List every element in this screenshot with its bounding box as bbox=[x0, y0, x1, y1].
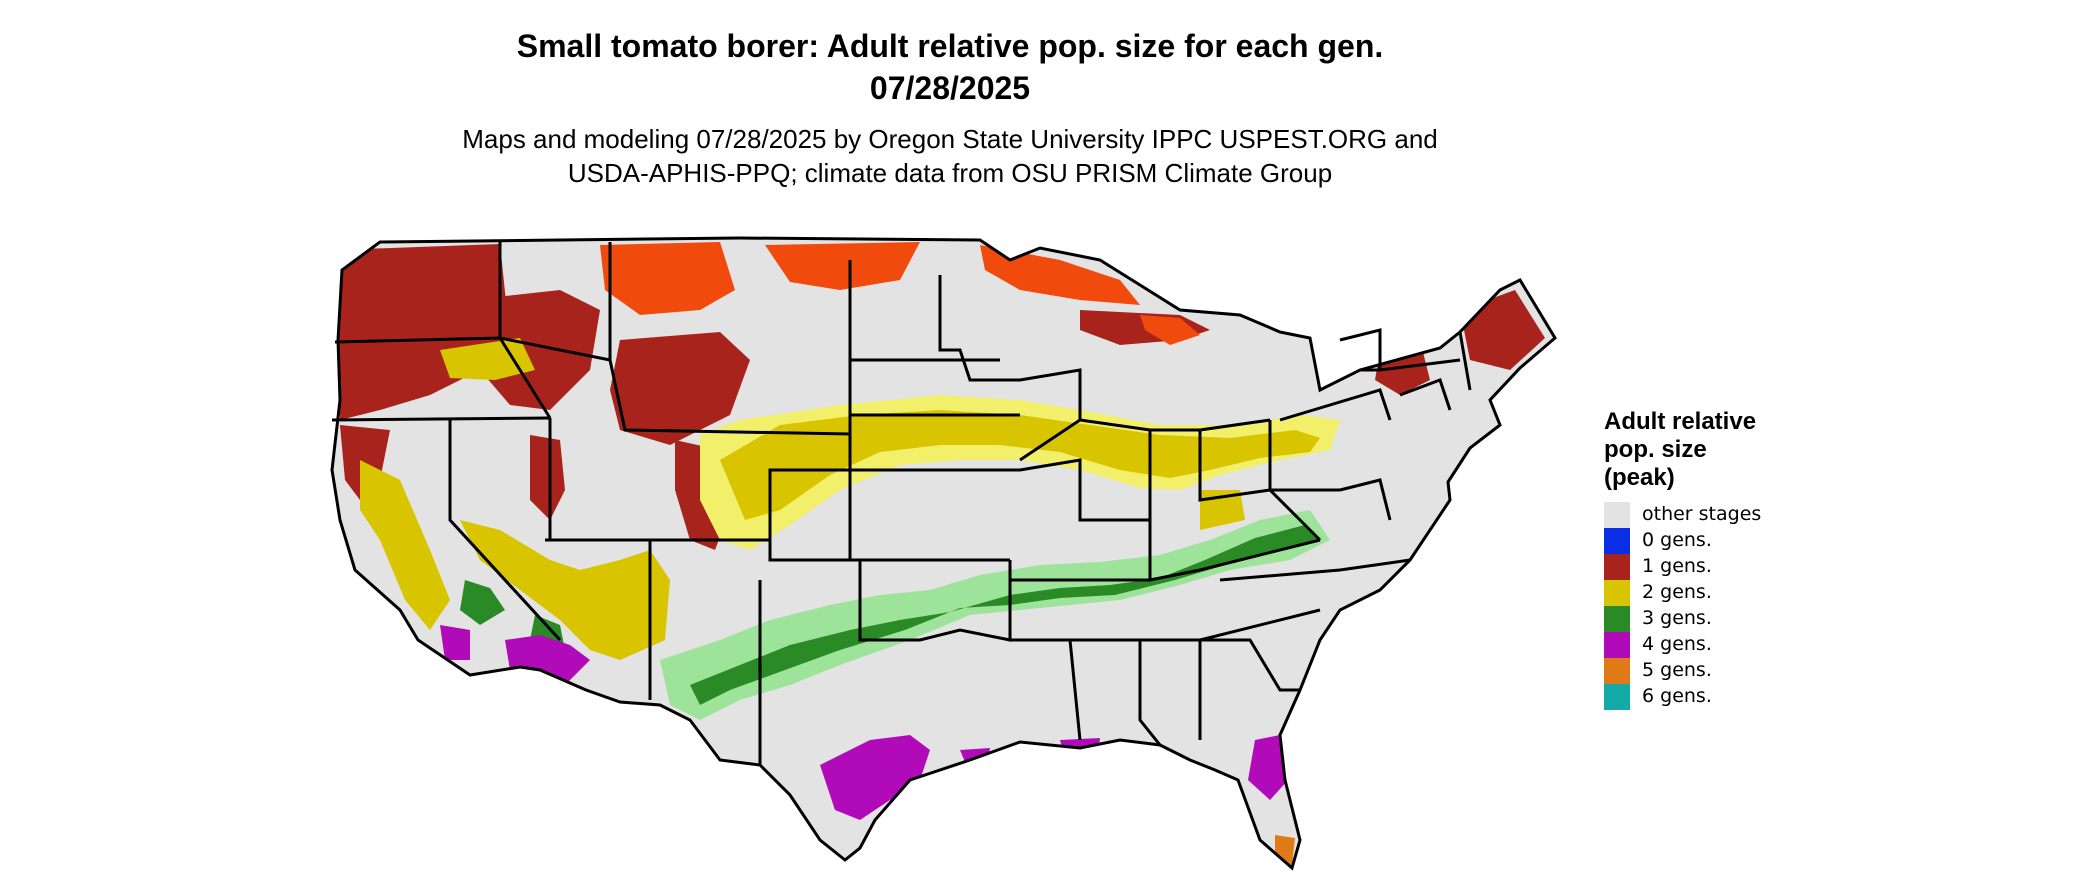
legend-label: 2 gens. bbox=[1642, 581, 1712, 603]
map-title-line-1: Small tomato borer: Adult relative pop. … bbox=[516, 28, 1384, 64]
map-credit-line-2: USDA-APHIS-PPQ; climate data from OSU PR… bbox=[567, 158, 1333, 188]
map-credit-line-1: Maps and modeling 07/28/2025 by Oregon S… bbox=[462, 124, 1438, 154]
us-generations-map: #map .g1d { fill:#a8231c; } #map .g1b { … bbox=[330, 236, 1557, 871]
legend-label: 0 gens. bbox=[1642, 529, 1712, 551]
legend-label: other stages bbox=[1642, 503, 1762, 525]
legend-title: Adult relative pop. size (peak) bbox=[1604, 408, 1804, 492]
legend-label: 4 gens. bbox=[1642, 633, 1712, 655]
legend-label: 5 gens. bbox=[1642, 659, 1712, 681]
legend-title-line: (peak) bbox=[1604, 464, 1675, 491]
legend-label: 6 gens. bbox=[1642, 685, 1712, 707]
legend-title-line: pop. size bbox=[1604, 436, 1707, 463]
legend-swatch bbox=[1604, 658, 1630, 684]
legend-title-line: Adult relative bbox=[1604, 408, 1757, 435]
legend-swatch bbox=[1604, 632, 1630, 658]
legend-swatch bbox=[1604, 528, 1630, 554]
legend-swatch bbox=[1604, 606, 1630, 632]
map-land-and-regions bbox=[332, 238, 1555, 868]
legend-label: 3 gens. bbox=[1642, 607, 1712, 629]
legend-swatch bbox=[1604, 554, 1630, 580]
map-title-date: 07/28/2025 bbox=[869, 70, 1031, 106]
legend-swatch bbox=[1604, 502, 1630, 528]
state-borders bbox=[330, 236, 1557, 871]
region-2-gens bbox=[360, 338, 1340, 660]
legend-swatch bbox=[1604, 580, 1630, 606]
legend: Adult relative pop. size (peak) other st… bbox=[1604, 408, 1804, 710]
legend-swatch bbox=[1604, 684, 1630, 710]
legend-label: 1 gens. bbox=[1642, 555, 1712, 577]
